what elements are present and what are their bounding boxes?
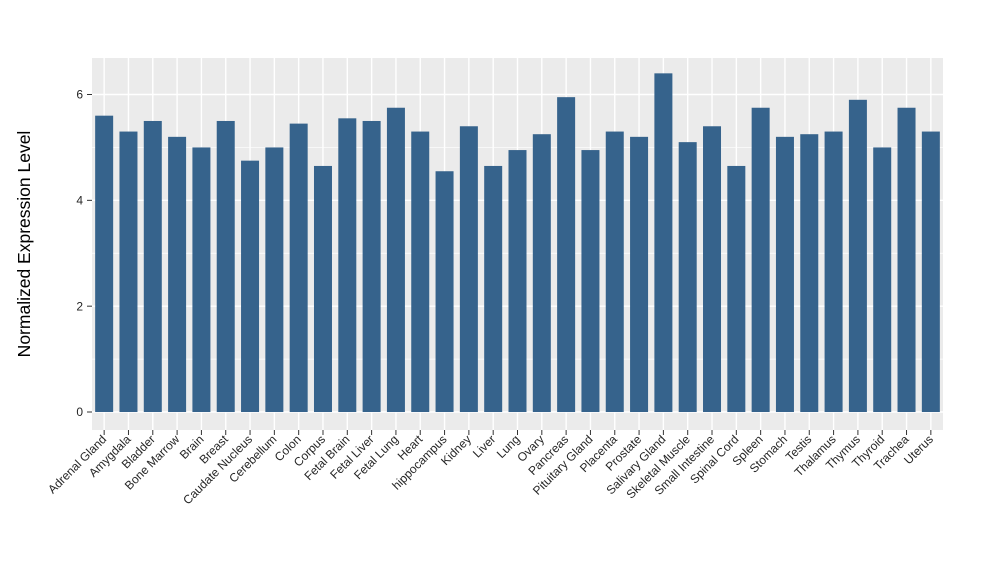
bar: [241, 160, 260, 413]
bar: [654, 73, 673, 413]
bar: [751, 107, 770, 413]
bar: [411, 131, 430, 413]
y-tick-label: 4: [76, 194, 83, 208]
bar: [678, 142, 697, 413]
y-tick-label: 6: [76, 88, 83, 102]
bar: [508, 150, 527, 413]
bar: [313, 165, 332, 413]
bar: [557, 97, 576, 413]
bar: [921, 131, 940, 413]
bar: [119, 131, 138, 413]
bar: [873, 147, 892, 413]
bar: [848, 99, 867, 413]
bar: [265, 147, 284, 413]
bar: [386, 107, 405, 413]
bar: [95, 115, 114, 413]
bar: [581, 150, 600, 413]
bar: [824, 131, 843, 413]
bar: [362, 120, 381, 413]
bar: [338, 118, 357, 413]
bar: [168, 136, 187, 413]
bar: [703, 126, 722, 413]
bar: [727, 165, 746, 413]
bar: [289, 123, 308, 413]
bar: [532, 134, 551, 413]
bar: [630, 136, 649, 413]
x-tick-label: Liver: [470, 432, 498, 460]
bar: [775, 136, 794, 413]
y-tick-label: 2: [76, 299, 83, 313]
y-tick-label: 0: [76, 405, 83, 419]
bar: [216, 120, 235, 413]
bar: [459, 126, 478, 413]
bar: [897, 107, 916, 413]
bar: [800, 134, 819, 413]
bar: [484, 165, 503, 413]
bar: [435, 171, 454, 413]
bar: [192, 147, 211, 413]
bar: [605, 131, 624, 413]
y-axis-title: Normalized Expression Level: [14, 131, 34, 358]
bar: [143, 120, 162, 413]
